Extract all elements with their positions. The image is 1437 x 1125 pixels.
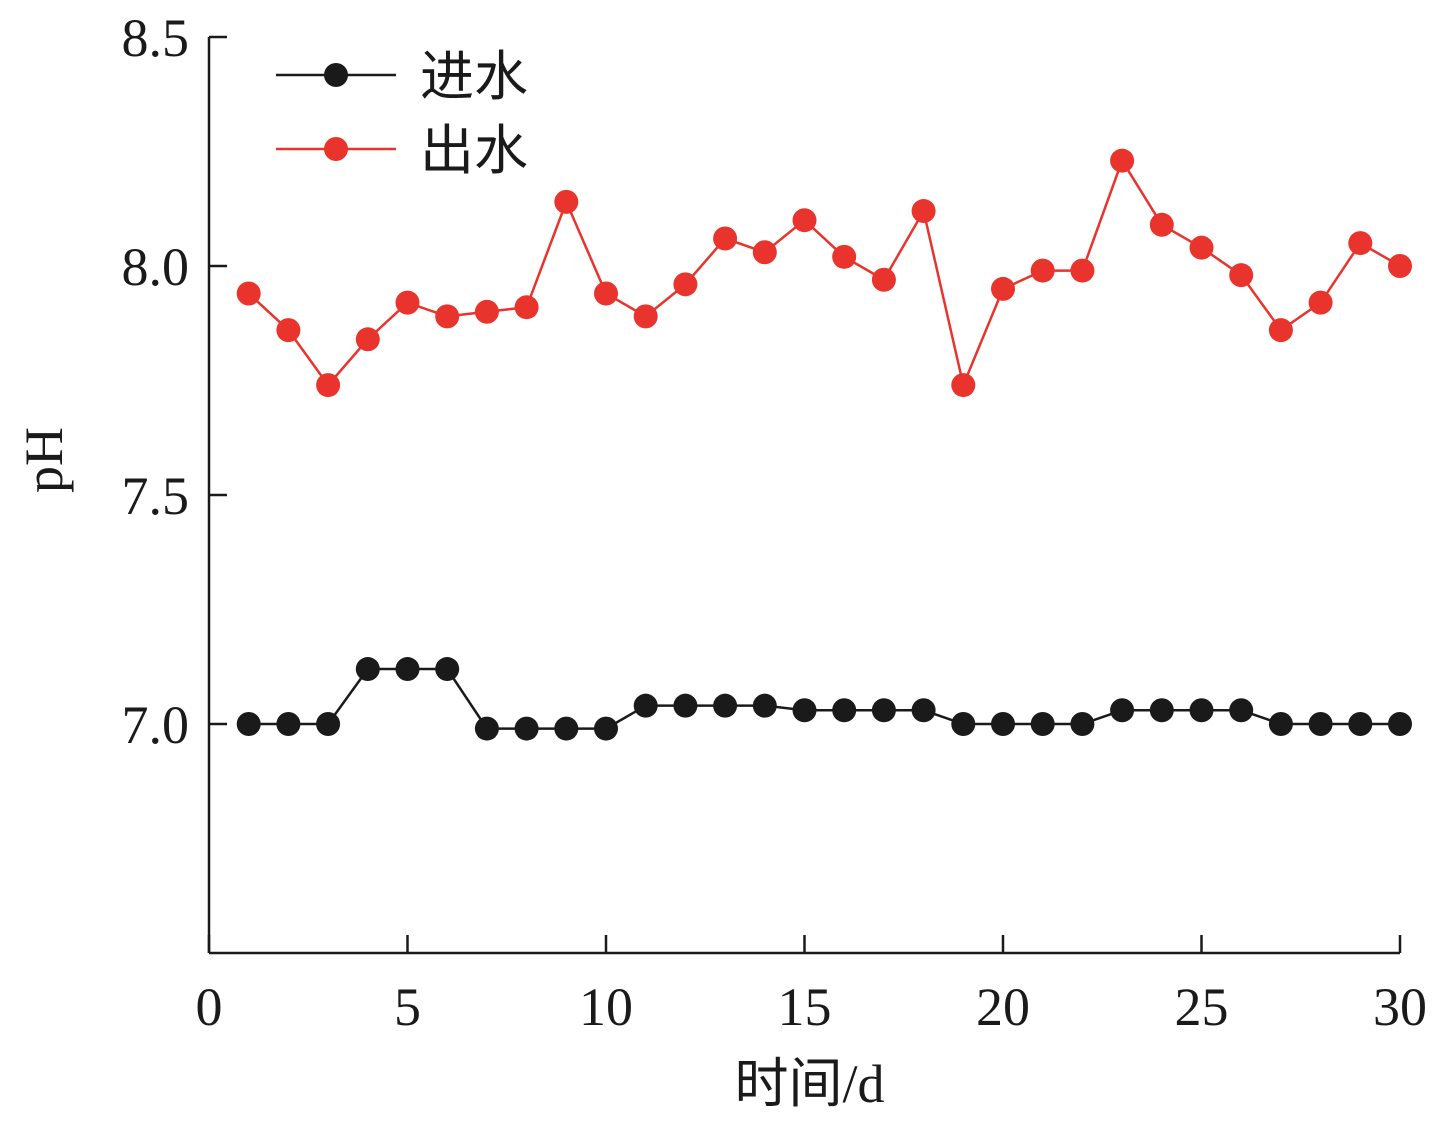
data-point <box>1308 290 1333 315</box>
data-point <box>871 698 896 723</box>
data-point <box>1070 712 1095 736</box>
series-layer <box>236 148 1412 741</box>
data-point <box>792 698 817 723</box>
data-point <box>594 281 618 306</box>
data-point <box>871 267 896 292</box>
series-line <box>248 667 1400 730</box>
data-point <box>991 276 1015 301</box>
data-point <box>1110 698 1135 723</box>
y-ticks: 7.0 7.5 8.0 8.5 <box>122 8 227 755</box>
data-point <box>792 208 817 233</box>
data-point <box>1308 712 1333 736</box>
data-point <box>1110 148 1135 173</box>
data-point <box>911 698 936 723</box>
data-point <box>1189 698 1214 723</box>
y-tick-label: 8.0 <box>122 237 190 297</box>
data-point <box>395 657 420 682</box>
y-tick-label: 7.5 <box>122 466 190 526</box>
series-0 <box>236 657 1412 741</box>
data-point <box>1268 318 1293 343</box>
data-point <box>713 693 738 718</box>
axes <box>207 37 1400 955</box>
data-point <box>752 693 777 718</box>
data-point <box>1149 212 1174 237</box>
data-point <box>911 199 936 224</box>
data-point <box>1348 712 1373 736</box>
data-point <box>1229 263 1254 288</box>
series-line <box>247 157 1401 390</box>
data-point <box>991 712 1015 736</box>
x-ticks: 0 5 10 15 20 25 30 <box>196 935 1427 1037</box>
data-point <box>752 240 777 265</box>
data-point <box>832 244 857 269</box>
data-point <box>474 299 499 324</box>
data-point <box>355 327 380 352</box>
data-point <box>594 716 618 741</box>
data-point <box>554 189 579 214</box>
legend-label: 出水 <box>420 119 528 182</box>
y-axis-title: pH <box>14 427 74 493</box>
data-point <box>1189 235 1214 260</box>
x-tick-label: 30 <box>1373 977 1427 1037</box>
data-point <box>951 373 976 398</box>
data-point <box>633 693 658 718</box>
x-tick-label: 20 <box>976 977 1030 1037</box>
data-point <box>1388 254 1412 278</box>
data-point <box>474 716 499 741</box>
data-point <box>673 693 698 718</box>
data-point <box>713 226 738 251</box>
x-tick-label: 25 <box>1175 977 1229 1037</box>
data-point <box>1348 231 1373 256</box>
data-point <box>316 712 341 736</box>
y-tick-label: 7.0 <box>122 695 190 755</box>
y-tick-label: 8.5 <box>122 8 190 68</box>
legend-item: 出水 <box>276 119 528 182</box>
legend-marker <box>324 137 348 161</box>
data-point <box>1268 712 1293 736</box>
data-point <box>236 281 261 306</box>
data-point <box>951 712 976 736</box>
x-tick-label: 15 <box>778 977 832 1037</box>
legend-item: 进水 <box>276 45 528 108</box>
data-point <box>514 716 539 741</box>
data-point <box>276 318 301 343</box>
data-point <box>1070 258 1095 283</box>
data-point <box>633 304 658 329</box>
data-point <box>435 304 460 329</box>
data-point <box>435 657 460 682</box>
data-point <box>355 657 380 682</box>
data-point <box>1030 258 1055 283</box>
data-point <box>673 272 698 297</box>
x-tick-label: 0 <box>196 977 223 1037</box>
x-axis-title: 时间/d <box>734 1054 884 1114</box>
series-1 <box>236 148 1412 398</box>
data-point <box>514 295 539 320</box>
data-point <box>1229 698 1254 723</box>
data-point <box>1388 712 1412 736</box>
data-point <box>1030 712 1055 736</box>
data-point <box>554 716 579 741</box>
data-point <box>1149 698 1174 723</box>
x-tick-label: 5 <box>394 977 421 1037</box>
x-tick-label: 10 <box>579 977 633 1037</box>
data-point <box>832 698 857 723</box>
data-point <box>316 373 341 398</box>
legend-marker <box>324 63 348 87</box>
legend-label: 进水 <box>420 45 528 108</box>
data-point <box>236 712 261 736</box>
data-point <box>276 712 301 736</box>
data-point <box>395 290 420 315</box>
